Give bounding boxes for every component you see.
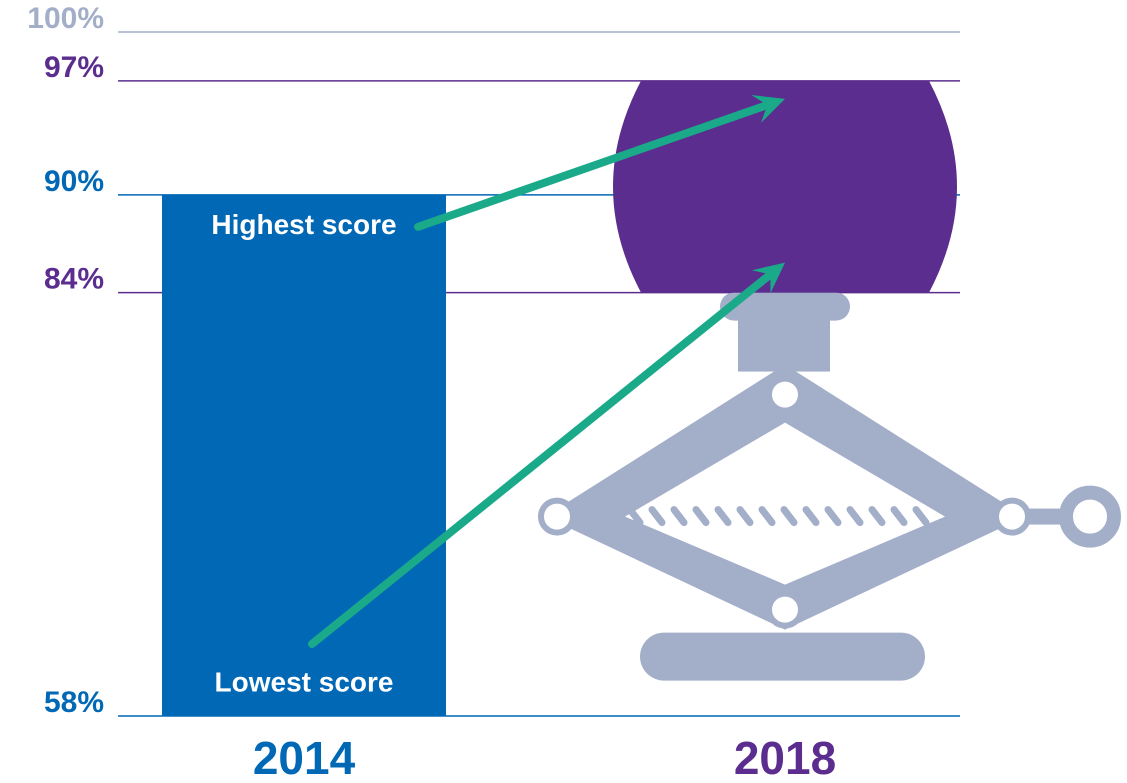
jack-base xyxy=(640,632,925,681)
arrow-shaft xyxy=(308,271,774,648)
labels: 58% 84% 90% 97% 100% 2014 2018 Highest score Low… xyxy=(27,2,836,783)
y-tick-label: 90% xyxy=(44,165,104,198)
bars xyxy=(162,80,957,716)
jack-pivots xyxy=(538,375,1031,629)
bar xyxy=(162,194,446,716)
y-tick-label: 100% xyxy=(27,2,104,35)
jack-post xyxy=(738,319,830,372)
arrow xyxy=(308,262,785,648)
x-tick-label: 2018 xyxy=(734,732,836,783)
jack-handle-ring xyxy=(1059,485,1121,548)
barrel-bar xyxy=(613,80,957,293)
jack-handle xyxy=(1020,508,1070,525)
arrow-shaft xyxy=(414,101,771,231)
arrow-head xyxy=(751,94,785,123)
x-tick-label: 2014 xyxy=(253,732,356,783)
y-tick-label: 58% xyxy=(44,686,104,719)
arrow-head xyxy=(751,262,785,294)
series-label: Lowest score xyxy=(215,666,394,697)
y-tick-label: 84% xyxy=(44,262,104,295)
arrow xyxy=(414,94,785,231)
series-label: Highest score xyxy=(211,209,396,240)
jack-pad xyxy=(720,292,850,321)
y-tick-label: 97% xyxy=(44,51,104,84)
scissor-jack xyxy=(538,292,1121,681)
jack-thread xyxy=(626,506,930,527)
jack-gap xyxy=(625,422,945,585)
